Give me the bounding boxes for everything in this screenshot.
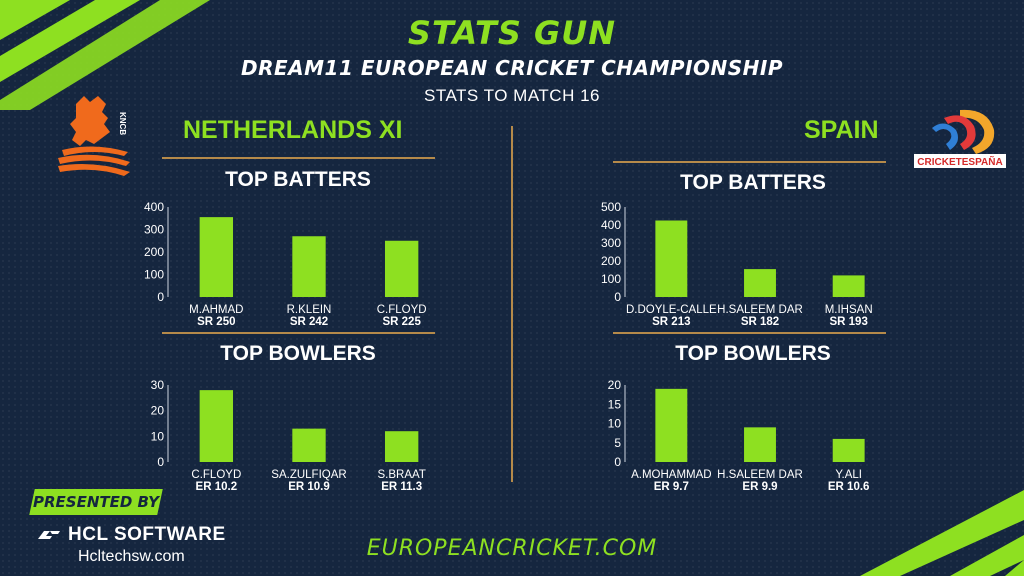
y-tick-label: 10 bbox=[151, 429, 165, 443]
x-category-label: C.FLOYD bbox=[377, 304, 427, 316]
bar bbox=[744, 427, 776, 462]
chart-2: TOP BATTERS 0 100 200 300 400 500 D.DOYLE-CALLE… bbox=[601, 161, 886, 334]
bar bbox=[832, 438, 865, 462]
y-tick-label: 20 bbox=[151, 404, 165, 418]
x-sublabel: SR 182 bbox=[741, 316, 779, 328]
x-sublabel: SR 213 bbox=[652, 316, 690, 328]
team-name-left: NETHERLANDS XI bbox=[183, 116, 403, 144]
center-divider bbox=[511, 126, 513, 482]
x-sublabel: SR 225 bbox=[382, 316, 421, 328]
bar bbox=[292, 428, 326, 462]
bar bbox=[832, 275, 865, 297]
x-category-label: A.MOHAMMAD bbox=[631, 469, 712, 481]
y-tick-label: 300 bbox=[144, 223, 164, 237]
x-sublabel: ER 9.7 bbox=[654, 481, 689, 493]
bar bbox=[744, 269, 776, 297]
bar bbox=[292, 236, 326, 297]
x-sublabel: ER 10.6 bbox=[828, 481, 870, 493]
y-tick-label: 10 bbox=[608, 417, 622, 431]
x-category-label: H.SALEEM DAR bbox=[717, 469, 803, 481]
x-sublabel: SR 193 bbox=[829, 316, 867, 328]
y-tick-label: 400 bbox=[601, 218, 621, 232]
bar bbox=[655, 220, 688, 297]
x-category-label: Y.ALI bbox=[835, 469, 862, 481]
y-tick-label: 400 bbox=[144, 200, 164, 214]
y-tick-label: 5 bbox=[614, 436, 621, 450]
hcl-logo-icon bbox=[38, 530, 60, 539]
x-category-label: S.BRAAT bbox=[377, 469, 425, 481]
x-sublabel: SR 242 bbox=[290, 316, 328, 328]
sponsor-name: HCL SOFTWARE bbox=[36, 524, 226, 546]
chart-title: TOP BATTERS bbox=[225, 168, 371, 191]
page-title: STATS GUN bbox=[407, 14, 617, 52]
presented-by-badge: PRESENTED BY bbox=[29, 489, 163, 515]
chart-title: TOP BOWLERS bbox=[675, 342, 831, 365]
page-subtitle: DREAM11 EUROPEAN CRICKET CHAMPIONSHIP bbox=[241, 56, 783, 80]
y-tick-label: 200 bbox=[601, 254, 621, 268]
website-link[interactable]: EUROPEANCRICKET.COM bbox=[366, 536, 658, 561]
kncb-logo: KNCB bbox=[58, 96, 130, 176]
x-sublabel: ER 10.2 bbox=[196, 481, 238, 493]
bar bbox=[655, 388, 688, 462]
sponsor-label: HCL SOFTWARE bbox=[68, 524, 226, 545]
svg-text:KNCB: KNCB bbox=[118, 112, 127, 135]
svg-text:CRICKETESPAÑA: CRICKETESPAÑA bbox=[917, 155, 1002, 168]
presented-by-label: PRESENTED BY bbox=[32, 493, 160, 511]
x-sublabel: ER 9.9 bbox=[742, 481, 777, 493]
bar bbox=[199, 390, 234, 462]
y-tick-label: 20 bbox=[608, 378, 622, 392]
y-tick-label: 30 bbox=[151, 378, 165, 392]
bar bbox=[199, 217, 234, 297]
sponsor-url[interactable]: Hcltechsw.com bbox=[78, 548, 185, 565]
cricket-espana-logo: CRICKETESPAÑA bbox=[914, 109, 1006, 168]
y-tick-label: 0 bbox=[157, 290, 164, 304]
x-category-label: D.DOYLE-CALLE bbox=[626, 304, 717, 316]
y-tick-label: 500 bbox=[601, 200, 621, 214]
y-tick-label: 0 bbox=[614, 290, 621, 304]
bar bbox=[384, 240, 419, 297]
x-category-label: R.KLEIN bbox=[287, 304, 332, 316]
chart-title: TOP BOWLERS bbox=[220, 342, 376, 365]
x-category-label: M.AHMAD bbox=[189, 304, 243, 316]
y-tick-label: 100 bbox=[144, 268, 164, 282]
x-sublabel: ER 11.3 bbox=[381, 481, 422, 493]
chart-title: TOP BATTERS bbox=[680, 171, 826, 194]
stats-note: STATS TO MATCH 16 bbox=[423, 86, 600, 105]
y-tick-label: 300 bbox=[601, 236, 621, 250]
y-tick-label: 0 bbox=[614, 455, 621, 469]
x-category-label: M.IHSAN bbox=[825, 304, 873, 316]
x-sublabel: SR 250 bbox=[197, 316, 235, 328]
team-name-right: SPAIN bbox=[804, 116, 879, 144]
x-category-label: H.SALEEM DAR bbox=[717, 304, 803, 316]
bar bbox=[384, 431, 419, 462]
x-category-label: SA.ZULFIQAR bbox=[271, 469, 346, 481]
y-tick-label: 15 bbox=[608, 397, 622, 411]
y-tick-label: 200 bbox=[144, 245, 164, 259]
x-category-label: C.FLOYD bbox=[191, 469, 241, 481]
y-tick-label: 100 bbox=[601, 272, 621, 286]
y-tick-label: 0 bbox=[157, 455, 164, 469]
x-sublabel: ER 10.9 bbox=[288, 481, 330, 493]
